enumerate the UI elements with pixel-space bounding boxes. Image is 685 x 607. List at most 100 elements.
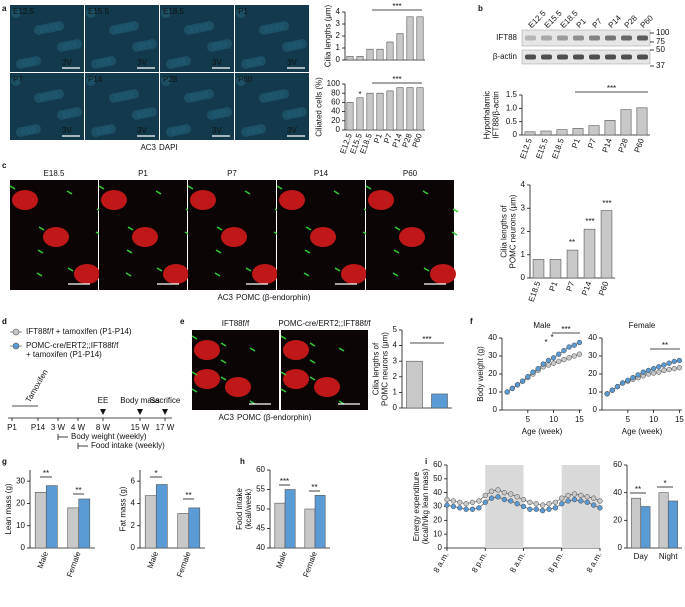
y-tick-label: 40	[256, 543, 265, 552]
legend-text: + tamoxifen (P1-P14)	[26, 350, 102, 359]
nucleus	[222, 107, 232, 117]
y-tick-label: 5	[393, 325, 398, 334]
y-tick-label: 0	[336, 125, 341, 134]
nucleus	[54, 89, 64, 99]
lane-label: P28	[623, 13, 640, 30]
point	[619, 380, 626, 386]
stain-label: AC3	[217, 293, 233, 302]
blot-band	[573, 35, 584, 41]
point	[476, 505, 482, 511]
period-label: Food intake (weekly)	[91, 441, 165, 450]
cilium	[220, 342, 227, 347]
y-tick-label: 4	[393, 341, 398, 350]
point	[535, 365, 541, 372]
nucleus	[86, 8, 96, 18]
significance: ***	[585, 217, 594, 226]
cilium	[214, 272, 221, 277]
cilium	[191, 335, 198, 340]
point	[571, 342, 577, 348]
y-tick-label: 4	[521, 180, 526, 189]
x-tick-label: Male	[36, 550, 51, 570]
y-tick-label: 1	[393, 388, 398, 397]
y-tick-label: 30	[488, 351, 497, 360]
point	[590, 495, 597, 501]
tile-label: P14	[314, 169, 329, 178]
stain-label: AC3	[218, 413, 234, 422]
significance: ***	[561, 325, 570, 334]
point	[635, 372, 641, 378]
cilium	[38, 226, 45, 231]
point	[561, 356, 567, 363]
x-tick-label: 5	[626, 415, 631, 424]
cilium	[334, 267, 341, 272]
bar	[431, 393, 448, 409]
y-axis-label: POMC neurons (μm)	[509, 194, 518, 268]
region-label: 3V	[212, 126, 222, 135]
bar	[406, 360, 423, 409]
x-tick-label: Night	[659, 552, 678, 561]
point	[504, 389, 510, 395]
point	[609, 387, 615, 393]
point	[457, 505, 463, 511]
point	[545, 362, 552, 368]
point	[550, 360, 557, 366]
bar	[600, 210, 613, 279]
marker-label: 100	[656, 28, 670, 37]
tile-label: P14	[88, 75, 103, 84]
y-axis-label: Lean mass (g)	[4, 483, 13, 534]
y-axis-label: Food intake	[235, 488, 244, 530]
y-tick-label: 3	[393, 356, 398, 365]
bar	[416, 16, 424, 61]
panel-letter: f	[470, 317, 473, 326]
nucleus	[129, 89, 139, 99]
point	[597, 498, 603, 504]
cilium	[394, 226, 401, 231]
point	[584, 499, 590, 506]
bar	[356, 56, 364, 61]
point	[509, 385, 515, 392]
nucleus	[297, 107, 307, 117]
nucleus	[161, 8, 171, 18]
point	[625, 377, 631, 383]
x-tick-label: 10	[549, 415, 558, 424]
point	[578, 492, 584, 499]
point	[463, 501, 469, 507]
neuron	[190, 190, 216, 210]
x-tick-label: P28	[617, 137, 631, 154]
nucleus	[222, 39, 232, 49]
bar	[188, 507, 201, 549]
point	[552, 505, 559, 511]
bar	[346, 56, 354, 61]
panel-letter: h	[240, 457, 245, 466]
y-tick-label: 6	[131, 476, 136, 485]
blot-strip	[521, 29, 651, 47]
nucleus	[72, 39, 82, 49]
bar	[366, 48, 374, 61]
point	[671, 365, 677, 372]
region-label: 3V	[287, 126, 297, 135]
x-tick-label: E18.5	[550, 137, 566, 160]
cilium	[303, 272, 310, 277]
point	[444, 502, 450, 508]
cilium	[187, 185, 194, 190]
bar	[177, 513, 190, 549]
marker-label: 37	[656, 61, 665, 70]
cilium	[37, 249, 44, 254]
timeline-tick-label: P1	[7, 423, 17, 432]
band-label: IFT88	[496, 33, 517, 42]
bar	[376, 92, 384, 131]
y-tick-label: 40	[331, 107, 340, 116]
x-tick-label: E12.5	[518, 137, 534, 160]
y-tick-label: 3	[336, 19, 341, 28]
bar	[406, 16, 414, 61]
panel-letter: e	[180, 317, 185, 326]
bar	[396, 87, 404, 131]
panel-letter: g	[2, 457, 7, 466]
nucleus	[279, 21, 289, 31]
x-tick-label: 8 a.m.	[585, 551, 604, 575]
y-tick-label: 20	[613, 515, 622, 524]
point	[640, 369, 646, 375]
tile-label: P7	[13, 75, 23, 84]
y-tick-label: 45	[256, 524, 265, 533]
y-axis-label: Cilia lengths (μm)	[324, 4, 333, 67]
